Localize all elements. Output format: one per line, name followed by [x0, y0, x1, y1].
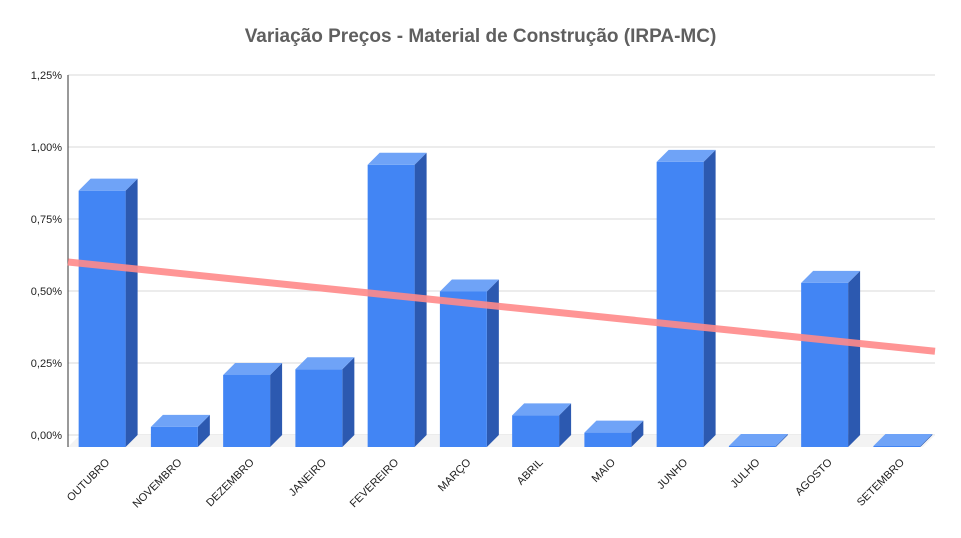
bar-side [125, 178, 138, 447]
y-tick-label: 0,00% [31, 430, 62, 442]
bar-side [486, 279, 499, 447]
trendline [67, 258, 936, 355]
bar-top [512, 403, 572, 416]
bar-top [873, 434, 933, 446]
x-tick-label: MARÇO [436, 456, 474, 494]
y-tick-label: 0,50% [31, 286, 62, 298]
bar-side [270, 363, 283, 447]
bar-top [656, 149, 716, 162]
bar [656, 161, 704, 447]
bar-top [78, 178, 138, 191]
bar [728, 446, 776, 447]
bar-top [223, 363, 283, 375]
x-tick-label: JUNHO [655, 456, 691, 492]
bar [584, 432, 632, 447]
y-tick-label: 0,25% [31, 358, 62, 370]
bar-top [367, 152, 427, 165]
bar [439, 291, 487, 447]
bar [295, 369, 343, 447]
chart-title: Variação Preços - Material de Construção… [244, 26, 717, 47]
bar [367, 164, 415, 447]
x-tick-label: ABRIL [515, 457, 546, 488]
bar-top [728, 434, 788, 446]
bar-top [439, 279, 499, 292]
bar [78, 190, 126, 447]
bar-side [920, 434, 933, 447]
y-tick-label: 0,75% [31, 214, 62, 226]
bar-side [559, 403, 572, 447]
bar [512, 415, 560, 447]
x-tick-label: OUTUBRO [65, 456, 113, 504]
y-tick-label: 1,25% [31, 70, 62, 82]
bar-side [703, 149, 716, 447]
x-tick-label: JULHO [729, 456, 763, 490]
x-tick-label: FEVEREIRO [348, 456, 402, 510]
bar-top [295, 357, 355, 370]
bar-side [342, 357, 355, 447]
bar-top [584, 420, 644, 433]
bar [801, 282, 849, 447]
bar [873, 446, 921, 447]
bar-side [775, 434, 788, 447]
x-tick-label: MAIO [590, 456, 619, 485]
bar [223, 375, 271, 447]
bar-side [197, 414, 210, 447]
bar-top [801, 270, 861, 283]
y-tick-label: 1,00% [31, 142, 62, 154]
x-tick-label: NOVEMBRO [131, 456, 185, 510]
bar-side [631, 420, 644, 447]
x-tick-label: JANEIRO [287, 456, 330, 499]
bar-top [150, 414, 210, 427]
chart-floor [68, 435, 935, 447]
bar-side [848, 270, 861, 447]
x-tick-label: SETEMBRO [855, 456, 907, 508]
x-tick-label: DEZEMBRO [204, 456, 257, 509]
x-tick-label: AGOSTO [793, 456, 835, 498]
bar [150, 426, 198, 447]
